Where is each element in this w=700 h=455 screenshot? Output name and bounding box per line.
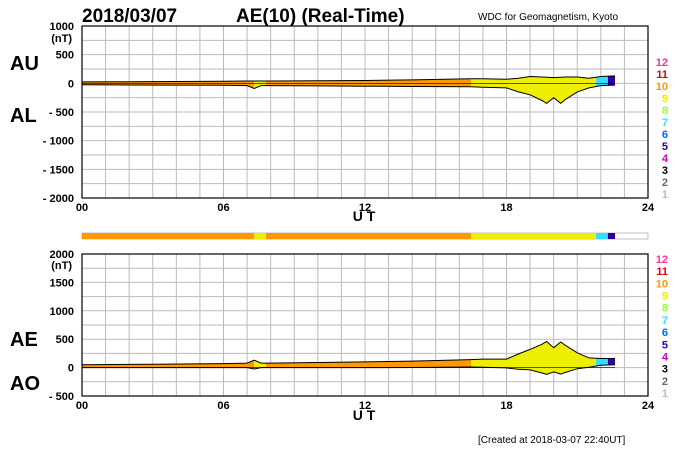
ae-ao-y-tick-label: 0 (68, 363, 74, 375)
ae-ao-x-tick-label: 00 (76, 400, 88, 412)
legend-station-1: 1 (662, 189, 668, 201)
ae-ao-y-tick-label: 1000 (50, 306, 74, 318)
legend-station-6: 6 (662, 129, 668, 141)
au-al-axes-frame (81, 25, 649, 199)
legend-station-11: 11 (656, 69, 668, 81)
legend-station-12: 12 (656, 254, 668, 266)
au-al-y-tick-label: - 2000 (43, 193, 74, 205)
legend-station-4: 4 (662, 153, 669, 165)
ae-ao-x-tick-label: 12 (359, 400, 371, 412)
legend-station-8: 8 (662, 303, 668, 315)
al-side-label: AL (10, 105, 37, 127)
ae-ao-x-tick-label: 24 (642, 400, 655, 412)
chart-title: AE(10) (Real-Time) (236, 6, 405, 27)
station-bar-segment (471, 233, 597, 239)
au-al-x-tick-label: 06 (217, 202, 229, 214)
station-bar-segment (596, 233, 608, 239)
au-al-x-tick-label: 12 (359, 202, 371, 214)
station-bar-segment (82, 233, 255, 239)
au-al-y-tick-label: - 500 (49, 107, 74, 119)
ae-ao-x-tick-label: 18 (500, 400, 512, 412)
station-bar-segment (265, 233, 472, 239)
ae-ao-x-axis-label: U T (353, 407, 376, 423)
ae-ao-unit-label: (nT) (51, 260, 72, 272)
au-al-y-tick-label: - 1500 (43, 164, 74, 176)
au-al-grid (82, 26, 648, 198)
au-al-y-tick-label: 0 (68, 78, 74, 90)
au-al-x-tick-label: 18 (500, 202, 512, 214)
ae-ao-y-tick-label: 1500 (50, 277, 74, 289)
station-count-bar (81, 232, 649, 240)
ae-ao-x-ticks: 00 06 12 18 24 (76, 400, 655, 412)
legend-station-3: 3 (662, 165, 668, 177)
au-al-series-al (81, 84, 616, 105)
ae-ao-y-tick-label: 500 (56, 334, 74, 346)
legend-station-1: 1 (662, 388, 668, 400)
ae-side-label: AE (10, 329, 38, 351)
ae-ao-frame (81, 253, 649, 397)
au-al-y-ticks: 1000 500 0 - 500 - 1000 - 1500 - 2000 (43, 21, 74, 205)
au-al-frame (81, 25, 649, 199)
created-timestamp: [Created at 2018-03-07 22:40UT] (478, 435, 626, 446)
au-al-series-au (81, 75, 616, 83)
source-label: WDC for Geomagnetism, Kyoto (478, 12, 618, 23)
au-al-x-axis-label: U T (353, 208, 376, 224)
legend-station-3: 3 (662, 364, 668, 376)
legend-station-10: 10 (656, 278, 668, 290)
ae-ao-y-tick-label: 2000 (50, 249, 74, 261)
au-al-x-tick-label: 00 (76, 202, 88, 214)
legend-station-9: 9 (662, 93, 668, 105)
ae-ao-y-tick-label: - 500 (49, 391, 74, 403)
au-al-x-ticks: 00 06 12 18 24 (76, 202, 655, 214)
legend-station-5: 5 (662, 141, 668, 153)
station-bar-segment (254, 233, 266, 239)
au-al-y-tick-label: - 1000 (43, 136, 74, 148)
ae-ao-grid (82, 254, 648, 396)
legend-station-8: 8 (662, 105, 668, 117)
legend-station-7: 7 (662, 117, 668, 129)
ae-ao-series-ae (81, 340, 615, 366)
legend-station-2: 2 (662, 177, 668, 189)
au-side-label: AU (10, 53, 39, 75)
legend-station-9: 9 (662, 291, 668, 303)
legend-station-12: 12 (656, 57, 668, 69)
ae-ao-x-tick-label: 06 (217, 400, 229, 412)
ao-side-label: AO (10, 373, 40, 395)
au-al-y-tick-label: 500 (56, 50, 74, 62)
legend-station-7: 7 (662, 315, 668, 327)
ae-ao-y-ticks: 2000 1500 1000 500 0 - 500 (49, 249, 74, 403)
legend-station-6: 6 (662, 327, 668, 339)
au-al-x-tick-label: 24 (642, 202, 655, 214)
station-bar-segment (607, 233, 615, 239)
legend-station-5: 5 (662, 339, 668, 351)
ae-ao-axes-frame (81, 253, 649, 397)
legend-station-11: 11 (656, 266, 668, 278)
legend-station-2: 2 (662, 376, 668, 388)
legend-station-10: 10 (656, 81, 668, 93)
au-al-unit-label: (nT) (51, 33, 72, 45)
legend-station-4: 4 (662, 351, 669, 363)
date-label: 2018/03/07 (82, 6, 177, 27)
au-al-y-tick-label: 1000 (50, 21, 74, 33)
